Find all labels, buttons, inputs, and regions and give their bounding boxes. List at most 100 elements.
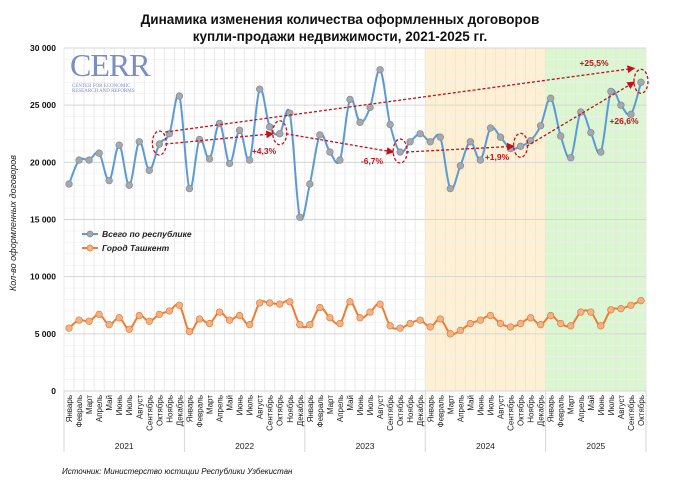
data-point — [547, 311, 555, 320]
data-point — [175, 92, 184, 100]
y-tick-label: 20 000 — [30, 157, 56, 167]
x-month-label: Май — [105, 395, 114, 411]
x-month-label: Октябрь — [517, 395, 526, 426]
data-point — [536, 122, 545, 130]
highlight-circle — [633, 68, 649, 94]
data-point — [486, 124, 495, 132]
data-point — [486, 311, 495, 320]
x-month-label: Июнь — [356, 395, 365, 415]
data-point — [165, 307, 174, 315]
x-year-label: 2022 — [235, 441, 254, 451]
data-point — [95, 149, 103, 157]
data-point — [436, 315, 444, 323]
x-month-label: Декабрь — [175, 395, 184, 426]
data-point — [597, 322, 605, 330]
data-point — [336, 156, 344, 164]
x-month-label: Январь — [185, 395, 194, 422]
y-tick-label: 30 000 — [30, 43, 56, 53]
chart-title: Динамика изменения количества оформленны… — [0, 11, 680, 45]
x-month-label: Октябрь — [396, 395, 405, 426]
chart-title-line-2: купли-продажи недвижимости, 2021-2025 гг… — [192, 29, 488, 44]
data-point — [245, 156, 254, 164]
annotation-label: +1,9% — [485, 152, 510, 162]
x-year-label: 2021 — [115, 441, 134, 451]
x-month-label: Декабрь — [296, 395, 305, 426]
x-month-label: Апрель — [95, 395, 104, 422]
data-point — [85, 317, 93, 325]
legend-swatch-marker — [86, 244, 94, 252]
data-point — [547, 94, 555, 102]
x-month-label: Февраль — [75, 395, 84, 428]
data-point — [296, 213, 304, 221]
x-month-label: Сентябрь — [145, 395, 154, 431]
x-month-label: Февраль — [195, 395, 204, 428]
x-month-label: Январь — [547, 395, 556, 422]
data-point — [587, 308, 595, 316]
data-point — [276, 300, 284, 308]
data-point — [476, 156, 485, 164]
data-point — [65, 324, 73, 332]
data-point — [607, 87, 615, 96]
legend-label: Город Ташкент — [102, 243, 170, 253]
data-point — [426, 323, 434, 331]
data-point — [65, 180, 73, 188]
data-point — [366, 103, 374, 112]
x-month-label: Август — [256, 395, 265, 419]
data-point — [276, 130, 284, 138]
x-month-label: Август — [376, 395, 385, 419]
data-point — [185, 184, 194, 193]
data-point — [316, 131, 324, 139]
x-month-label: Декабрь — [537, 395, 546, 426]
x-month-label: Июль — [125, 395, 134, 415]
logo-subtitle-2: RESEARCH AND REFORMS — [72, 89, 135, 94]
data-point — [256, 299, 264, 307]
x-month-label: Июль — [486, 395, 495, 415]
data-point — [296, 321, 304, 329]
x-month-label: Март — [567, 395, 576, 414]
data-point — [406, 319, 414, 328]
data-point — [637, 297, 645, 305]
data-point — [115, 141, 123, 149]
x-month-label: Апрель — [336, 395, 345, 422]
data-point — [506, 323, 515, 331]
data-point — [75, 156, 83, 164]
data-point — [446, 184, 454, 193]
chart-title-line-1: Динамика изменения количества оформленны… — [140, 12, 540, 27]
data-point — [306, 321, 314, 329]
annotation-label: +26,6% — [609, 116, 639, 126]
data-point — [306, 180, 314, 188]
data-point — [145, 317, 153, 325]
data-point — [245, 321, 254, 329]
x-month-label: Май — [346, 395, 355, 411]
data-point — [597, 148, 605, 156]
y-tick-label: 5 000 — [35, 329, 57, 339]
series-line-1 — [68, 299, 642, 336]
data-point — [627, 301, 635, 309]
data-point — [416, 316, 424, 324]
x-month-label: Август — [497, 395, 506, 419]
data-point — [85, 156, 93, 164]
x-month-label: Август — [135, 395, 144, 419]
grid-lines — [63, 47, 647, 392]
data-point — [155, 140, 163, 148]
data-point — [496, 319, 505, 328]
data-point — [356, 118, 364, 126]
x-year-label: 2023 — [356, 441, 375, 451]
data-point — [426, 138, 434, 146]
data-point — [396, 148, 404, 156]
data-point — [115, 314, 123, 322]
data-point — [356, 314, 364, 322]
data-point — [225, 159, 234, 168]
data-point — [105, 321, 113, 329]
x-year-label: 2025 — [586, 441, 605, 451]
data-point — [476, 316, 485, 324]
data-point — [446, 330, 454, 338]
x-month-label: Июнь — [476, 395, 485, 415]
data-point — [617, 101, 625, 109]
data-point — [286, 298, 294, 306]
data-point — [145, 166, 153, 174]
data-point — [557, 132, 565, 140]
x-month-label: Сентябрь — [386, 395, 395, 431]
annotation-arrow — [406, 142, 515, 153]
x-month-label: Апрель — [577, 395, 586, 422]
